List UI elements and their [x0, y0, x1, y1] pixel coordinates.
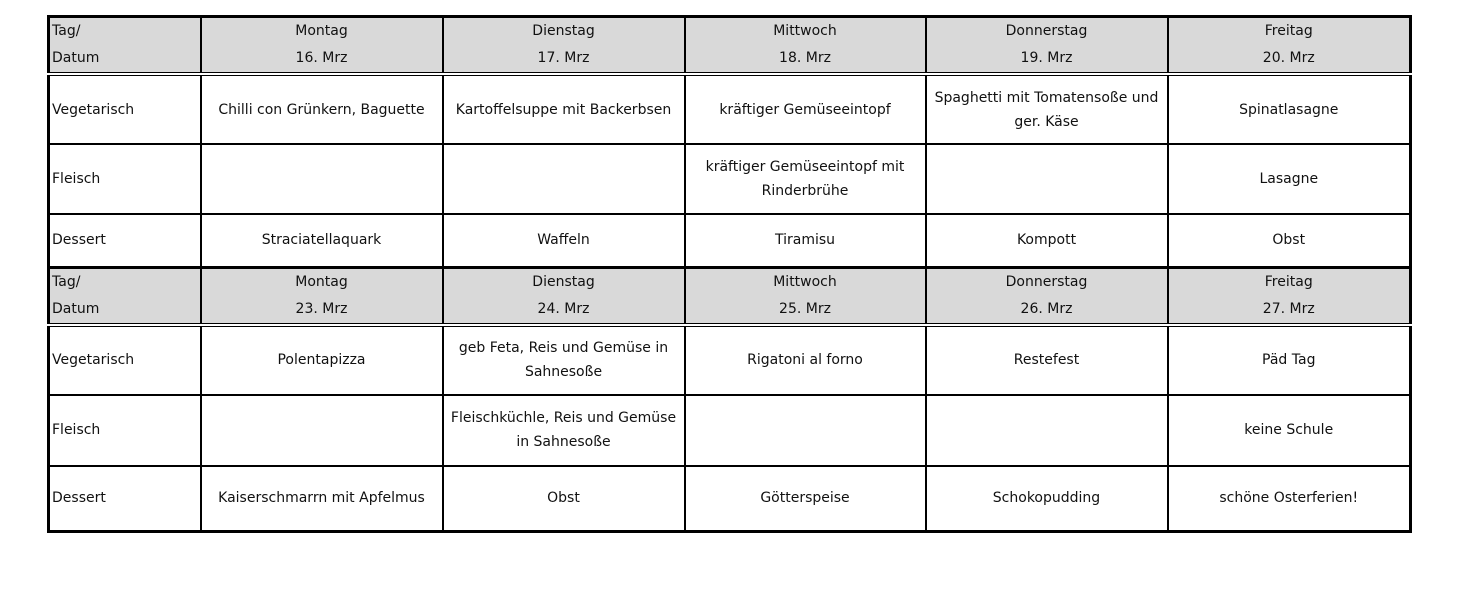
- day-header-cell: Montag 23. Mrz: [199, 265, 444, 327]
- header-label-cell: Tag/Datum: [47, 15, 202, 76]
- header-label-day: Tag/: [52, 23, 81, 39]
- meal-cell: Tiramisu: [683, 213, 927, 268]
- meal-cell: Päd Tag: [1166, 323, 1412, 396]
- meal-cell: kräftiger Gemüseeintopf mit Rinderbrühe: [683, 143, 927, 215]
- meal-cell: Lasagne: [1166, 143, 1412, 215]
- meal-cell: Kaiserschmarrn mit Apfelmus: [199, 464, 444, 533]
- day-date: 18. Mrz: [779, 50, 831, 66]
- meal-row: Fleisch kräftiger Gemüseeintopf mit Rinde…: [47, 143, 1412, 215]
- meal-row: Fleisch Fleischküchle, Reis und Gemüse in…: [47, 393, 1412, 467]
- meal-cell: keine Schule: [1166, 393, 1412, 467]
- day-name: Donnerstag: [1005, 23, 1088, 39]
- header-label-date: Datum: [52, 300, 100, 317]
- meal-category-label: Vegetarisch: [47, 323, 202, 396]
- day-date: 23. Mrz: [295, 300, 348, 317]
- day-date: 16. Mrz: [295, 50, 348, 66]
- day-date: 25. Mrz: [779, 300, 831, 317]
- day-date: 24. Mrz: [537, 300, 590, 317]
- meal-cell: Spinatlasagne: [1166, 73, 1412, 145]
- day-name: Dienstag: [532, 23, 595, 39]
- day-header-cell: Donnerstag 26. Mrz: [924, 265, 1169, 327]
- day-name: Montag: [295, 273, 348, 290]
- day-date: 17. Mrz: [537, 50, 590, 66]
- meal-cell: [924, 393, 1169, 467]
- meal-row: Dessert Kaiserschmarrn mit Apfelmus Obst Gö…: [47, 464, 1412, 533]
- meal-category-label: Vegetarisch: [47, 73, 202, 145]
- day-header-cell: Freitag 20. Mrz: [1166, 15, 1412, 76]
- meal-cell: schöne Osterferien!: [1166, 464, 1412, 533]
- meal-cell: Kompott: [924, 213, 1169, 268]
- day-header-cell: Mittwoch 18. Mrz: [683, 15, 927, 76]
- meal-category-label: Fleisch: [47, 393, 202, 467]
- day-header-cell: Dienstag 17. Mrz: [441, 15, 686, 76]
- meal-cell: [441, 143, 686, 215]
- day-header-cell: Montag 16. Mrz: [199, 15, 444, 76]
- day-header-cell: Dienstag 24. Mrz: [441, 265, 686, 327]
- meal-cell: [924, 143, 1169, 215]
- meal-cell: Spaghetti mit Tomatensoße und ger. Käse: [924, 73, 1169, 145]
- meal-cell: Polentapizza: [199, 323, 444, 396]
- day-name: Mittwoch: [773, 23, 837, 39]
- meal-category-label: Dessert: [47, 213, 202, 268]
- meal-category-label: Dessert: [47, 464, 202, 533]
- day-name: Freitag: [1264, 23, 1313, 39]
- day-header-cell: Mittwoch 25. Mrz: [683, 265, 927, 327]
- meal-row: Dessert Straciatellaquark Waffeln Tiramisu K…: [47, 213, 1412, 268]
- day-header-cell: Donnerstag 19. Mrz: [924, 15, 1169, 76]
- meal-cell: Waffeln: [441, 213, 686, 268]
- meal-cell: [199, 143, 444, 215]
- meal-cell: Obst: [1166, 213, 1412, 268]
- meal-cell: Obst: [441, 464, 686, 533]
- meal-category-label: Fleisch: [47, 143, 202, 215]
- day-name: Mittwoch: [773, 273, 837, 290]
- day-date: 26. Mrz: [1020, 300, 1073, 317]
- meal-cell: Chilli con Grünkern, Baguette: [199, 73, 444, 145]
- meal-cell: [683, 393, 927, 467]
- meal-cell: geb Feta, Reis und Gemüse in Sahnesoße: [441, 323, 686, 396]
- meal-row: Vegetarisch Polentapizza geb Feta, Reis un…: [47, 323, 1412, 396]
- meal-cell: [199, 393, 444, 467]
- meal-cell: kräftiger Gemüseeintopf: [683, 73, 927, 145]
- meal-row: Vegetarisch Chilli con Grünkern, Baguette…: [47, 73, 1412, 145]
- header-label-day: Tag/: [52, 273, 81, 290]
- day-name: Montag: [295, 23, 348, 39]
- day-date: 19. Mrz: [1020, 50, 1073, 66]
- meal-cell: Fleischküchle, Reis und Gemüse in Sahnes…: [441, 393, 686, 467]
- day-header-cell: Freitag 27. Mrz: [1166, 265, 1412, 327]
- day-name: Freitag: [1264, 273, 1313, 290]
- header-label-date: Datum: [52, 50, 100, 66]
- meal-cell: Restefest: [924, 323, 1169, 396]
- meal-cell: Schokopudding: [924, 464, 1169, 533]
- header-label-cell: Tag/Datum: [47, 265, 202, 327]
- day-name: Dienstag: [532, 273, 595, 290]
- meal-cell: Götterspeise: [683, 464, 927, 533]
- week-header-row: Tag/Datum Montag 23. Mrz Dienstag 24. Mrz Mit…: [47, 265, 1412, 327]
- day-date: 27. Mrz: [1262, 300, 1315, 317]
- meal-cell: Kartoffelsuppe mit Backerbsen: [441, 73, 686, 145]
- meal-cell: Rigatoni al forno: [683, 323, 927, 396]
- day-date: 20. Mrz: [1262, 50, 1315, 66]
- meal-plan-table: Tag/Datum Montag 16. Mrz Dienstag 17. Mrz Mit…: [47, 15, 1412, 533]
- day-name: Donnerstag: [1005, 273, 1088, 290]
- meal-cell: Straciatellaquark: [199, 213, 444, 268]
- week-header-row: Tag/Datum Montag 16. Mrz Dienstag 17. Mrz Mit…: [47, 15, 1412, 76]
